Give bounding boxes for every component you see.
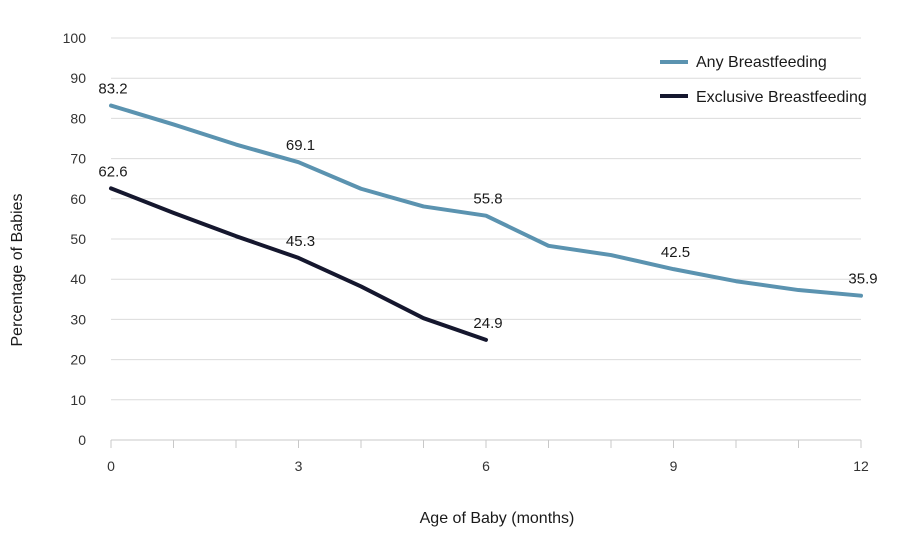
y-tick-label-20: 20 <box>70 352 86 368</box>
legend-label-exclusive-breastfeeding: Exclusive Breastfeeding <box>696 89 867 106</box>
legend-label-any-breastfeeding: Any Breastfeeding <box>696 54 827 71</box>
x-tick-label-6: 6 <box>482 458 490 474</box>
y-tick-label-70: 70 <box>70 151 86 167</box>
legend-item-any-breastfeeding: Any Breastfeeding <box>660 54 827 71</box>
data-label-any-breastfeeding-9: 42.5 <box>661 244 690 261</box>
y-tick-label-40: 40 <box>70 271 86 287</box>
gridlines <box>111 37 861 401</box>
data-label-any-breastfeeding-12: 35.9 <box>848 271 877 288</box>
data-label-any-breastfeeding-3: 69.1 <box>286 137 315 154</box>
data-label-exclusive-breastfeeding-0: 62.6 <box>98 163 127 180</box>
y-tick-label-0: 0 <box>78 432 86 448</box>
data-labels: 83.2 69.1 55.8 42.5 35.9 62.6 45.3 24.9 <box>98 81 877 332</box>
legend: Any Breastfeeding Exclusive Breastfeedin… <box>660 54 867 106</box>
x-axis-title: Age of Baby (months) <box>420 510 575 527</box>
series-line-exclusive-breastfeeding <box>109 186 488 342</box>
series-lines <box>109 103 863 342</box>
x-tick-label-0: 0 <box>107 458 115 474</box>
data-label-exclusive-breastfeeding-6: 24.9 <box>473 315 502 332</box>
data-label-any-breastfeeding-0: 83.2 <box>98 81 127 98</box>
x-tick-label-9: 9 <box>670 458 678 474</box>
y-tick-label-80: 80 <box>70 110 86 126</box>
y-tick-label-10: 10 <box>70 392 86 408</box>
y-tick-label-50: 50 <box>70 231 86 247</box>
series-line-any-breastfeeding <box>109 103 863 298</box>
x-axis: 0 3 6 9 12 <box>107 439 869 474</box>
y-axis-tick-labels: 0 10 20 30 40 50 60 70 80 90 100 <box>63 30 87 448</box>
x-tick-label-12: 12 <box>853 458 869 474</box>
legend-item-exclusive-breastfeeding: Exclusive Breastfeeding <box>660 89 867 106</box>
y-tick-label-100: 100 <box>63 30 87 46</box>
y-axis-title: Percentage of Babies <box>9 194 26 347</box>
y-tick-label-30: 30 <box>70 311 86 327</box>
x-tick-label-3: 3 <box>295 458 303 474</box>
y-tick-label-90: 90 <box>70 70 86 86</box>
data-label-exclusive-breastfeeding-3: 45.3 <box>286 233 315 250</box>
y-tick-label-60: 60 <box>70 191 86 207</box>
data-label-any-breastfeeding-6: 55.8 <box>473 191 502 208</box>
